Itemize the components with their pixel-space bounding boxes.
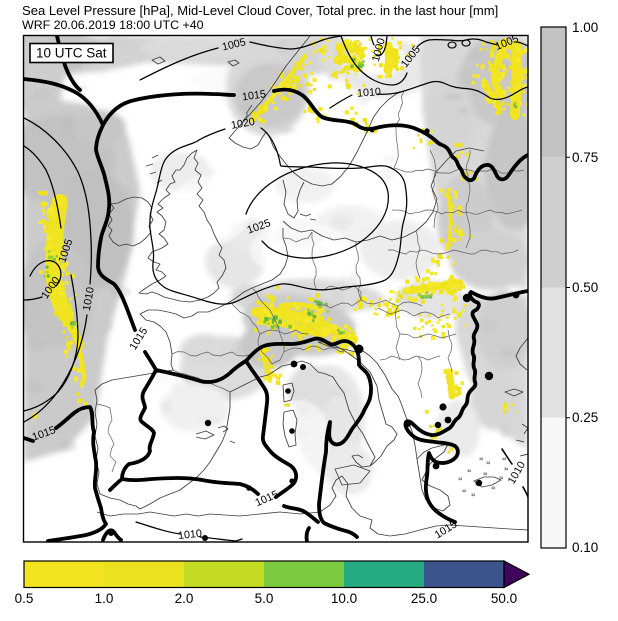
svg-text:10 UTC Sat: 10 UTC Sat <box>36 46 107 61</box>
svg-text:1010: 1010 <box>81 286 97 312</box>
svg-text:1005: 1005 <box>221 36 247 53</box>
svg-text:10.0: 10.0 <box>331 591 357 606</box>
svg-text:5.0: 5.0 <box>255 591 274 606</box>
svg-text:WRF 20.06.2019 18:00 UTC +40: WRF 20.06.2019 18:00 UTC +40 <box>22 18 204 32</box>
svg-text:0.75: 0.75 <box>572 150 598 165</box>
svg-text:25.0: 25.0 <box>411 591 437 606</box>
svg-text:1010: 1010 <box>177 528 202 542</box>
svg-text:1.00: 1.00 <box>572 20 598 35</box>
svg-text:50.0: 50.0 <box>491 591 517 606</box>
svg-text:1010: 1010 <box>357 86 382 100</box>
svg-text:1.0: 1.0 <box>95 591 114 606</box>
svg-text:1020: 1020 <box>230 116 256 132</box>
svg-text:1015: 1015 <box>241 88 266 103</box>
svg-text:0.25: 0.25 <box>572 410 598 425</box>
svg-text:0.10: 0.10 <box>572 540 598 555</box>
svg-text:2.0: 2.0 <box>175 591 194 606</box>
svg-text:Sea Level Pressure [hPa], Mid-: Sea Level Pressure [hPa], Mid-Level Clou… <box>22 3 498 18</box>
svg-text:0.50: 0.50 <box>572 280 598 295</box>
svg-text:0.5: 0.5 <box>15 591 34 606</box>
